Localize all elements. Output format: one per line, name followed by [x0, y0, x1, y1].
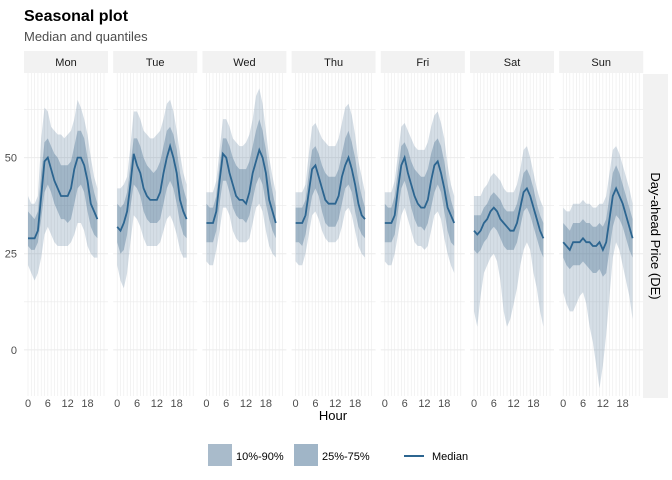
legend-label: Median: [432, 451, 468, 463]
facet-strip-label: Wed: [233, 57, 255, 69]
median-line: [206, 147, 277, 224]
median-line: [28, 155, 99, 240]
facet-strip-background: [24, 51, 108, 73]
x-tick-label: 12: [240, 398, 252, 410]
x-tick-label: 6: [134, 398, 140, 410]
x-tick-label: 0: [471, 398, 477, 410]
x-tick-label: 6: [491, 398, 497, 410]
band-10-90: [28, 99, 98, 281]
band-25-75: [474, 169, 544, 258]
legend-label: 25%-75%: [322, 451, 370, 463]
x-tick-label: 12: [329, 398, 341, 410]
x-tick-label: 12: [597, 398, 609, 410]
facet-strip-background: [291, 51, 376, 73]
x-tick-label: 12: [62, 398, 74, 410]
band-10-90: [295, 103, 365, 266]
median-line: [116, 142, 188, 233]
x-tick-label: 6: [312, 398, 318, 410]
median-line: [295, 154, 366, 224]
x-tick-label: 18: [171, 398, 183, 410]
x-tick-label: 0: [25, 398, 31, 410]
facet-strip-label: Tue: [146, 57, 165, 69]
x-tick-label: 0: [293, 398, 299, 410]
x-tick-label: 18: [438, 398, 450, 410]
panel-sat: Sat 0 6 12 18: [470, 51, 554, 410]
y-tick-label: 50: [5, 153, 17, 165]
band-10-90: [384, 111, 455, 273]
y-axis-ticks: 0 25 50: [5, 153, 17, 357]
x-tick-label: 12: [418, 398, 430, 410]
legend-label: 10%-90%: [236, 451, 284, 463]
x-tick-label: 18: [81, 398, 93, 410]
facet-panels: Mon 0 6 12 18 Tue 0 6 12 18 Wed 0 6 12 18 Thu 0 6 12 18 Fri 0…: [24, 51, 644, 410]
band-10-90: [474, 146, 544, 327]
facet-strip-background: [202, 51, 287, 73]
facet-strip-label: Sun: [591, 57, 611, 69]
legend-item-band-outer: 10%-90%: [208, 444, 284, 466]
y-axis-strip: Day-ahead Price (DE): [643, 74, 668, 398]
panel-wed: Wed 0 6 12 18: [202, 51, 287, 410]
x-tick-label: 18: [527, 398, 539, 410]
panel-thu: Thu 0 6 12 18: [291, 51, 376, 410]
chart-subtitle: Median and quantiles: [24, 29, 148, 44]
panel-tue: Tue 0 6 12 18: [113, 51, 198, 410]
x-tick-label: 18: [617, 398, 629, 410]
x-tick-label: 0: [560, 398, 566, 410]
x-tick-label: 6: [223, 398, 229, 410]
facet-strip-label: Fri: [416, 57, 429, 69]
x-tick-label: 6: [402, 398, 408, 410]
band-10-90: [206, 88, 276, 266]
facet-strip-background: [470, 51, 554, 73]
x-tick-label: 12: [508, 398, 520, 410]
legend-key-band: [294, 444, 318, 466]
median-line: [473, 186, 545, 239]
y-axis-title: Day-ahead Price (DE): [648, 172, 663, 299]
facet-strip-label: Sat: [504, 57, 521, 69]
y-axis-strip-background: [643, 74, 668, 398]
x-tick-label: 0: [114, 398, 120, 410]
x-axis-title: Hour: [319, 408, 348, 423]
legend-item-band-inner: 25%-75%: [294, 444, 370, 466]
x-tick-label: 0: [382, 398, 388, 410]
band-25-75: [563, 165, 633, 277]
x-tick-label: 12: [151, 398, 163, 410]
facet-strip-background: [380, 51, 465, 73]
y-tick-label: 0: [11, 345, 17, 357]
median-line: [384, 154, 456, 224]
x-tick-label: 0: [203, 398, 209, 410]
legend: 10%-90% 25%-75% Median: [208, 444, 468, 466]
legend-key-band: [208, 444, 232, 466]
y-tick-label: 25: [5, 249, 17, 261]
chart-title: Seasonal plot: [24, 8, 129, 25]
panel-mon: Mon 0 6 12 18: [24, 51, 108, 410]
median-line: [562, 186, 634, 253]
band-10-90: [563, 146, 633, 389]
facet-strip-background: [113, 51, 198, 73]
facet-strip-background: [559, 51, 644, 73]
x-tick-label: 6: [45, 398, 51, 410]
panel-fri: Fri 0 6 12 18: [380, 51, 465, 410]
x-tick-label: 6: [580, 398, 586, 410]
facet-strip-label: Mon: [55, 57, 76, 69]
x-tick-label: 18: [260, 398, 272, 410]
x-tick-label: 18: [349, 398, 361, 410]
panel-sun: Sun 0 6 12 18: [559, 51, 644, 410]
legend-item-line: Median: [404, 451, 468, 463]
facet-strip-label: Thu: [324, 57, 343, 69]
